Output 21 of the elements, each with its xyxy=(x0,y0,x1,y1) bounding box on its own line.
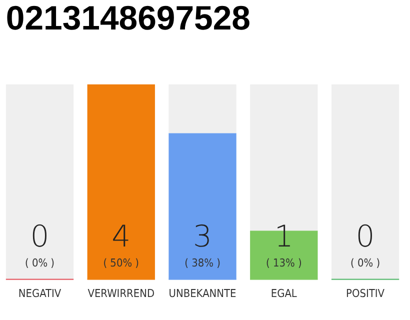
data-label: 1 xyxy=(274,220,294,255)
chart-title: 0213148697528 xyxy=(6,0,250,38)
annotation: ( 0% ) xyxy=(24,256,55,270)
bar xyxy=(87,84,155,280)
annotation: ( 0% ) xyxy=(350,256,380,270)
x-tick-label: POSITIV xyxy=(346,286,385,300)
data-label: 0 xyxy=(356,220,375,255)
x-tick-label: EGAL xyxy=(270,286,298,300)
data-label: 0 xyxy=(30,220,50,255)
annotation: ( 13% ) xyxy=(266,256,302,270)
annotation: ( 50% ) xyxy=(103,256,140,270)
data-label: 4 xyxy=(112,220,131,255)
x-tick-label: UNBEKANNTE xyxy=(168,286,236,300)
x-tick-label: NEGATIV xyxy=(18,286,62,300)
x-tick-label: VERWIRREND xyxy=(88,286,155,300)
bar xyxy=(331,84,400,280)
annotation: ( 38% ) xyxy=(184,256,220,270)
bar xyxy=(6,84,74,280)
bar xyxy=(168,133,236,280)
data-label: 3 xyxy=(193,220,212,255)
bar xyxy=(168,84,236,134)
